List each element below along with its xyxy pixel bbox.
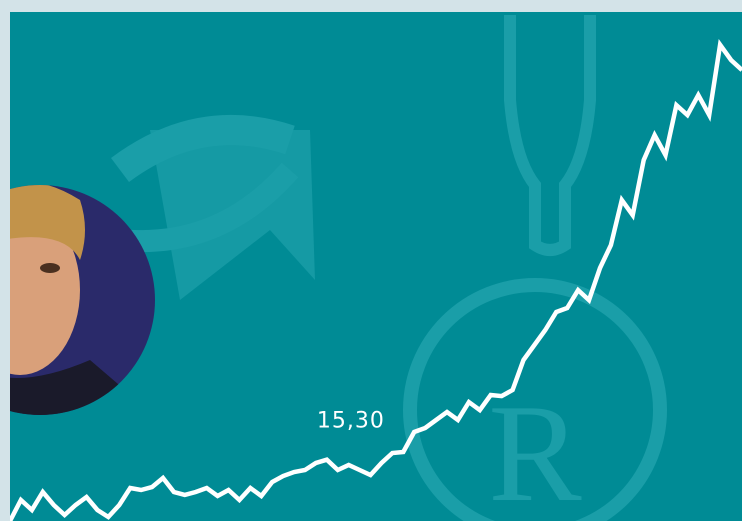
decor-bottle xyxy=(504,15,596,256)
portrait-face xyxy=(10,205,80,375)
value-label: 15,30 xyxy=(317,409,385,434)
portrait-hair xyxy=(10,185,85,260)
plot: 15,3050,50 xyxy=(10,39,742,521)
portrait-eye xyxy=(40,263,60,273)
decor-registered-letter: R xyxy=(488,376,582,521)
price-line xyxy=(10,39,742,521)
decor-registered-circle xyxy=(403,278,667,521)
decor-arrow-head xyxy=(150,130,315,300)
